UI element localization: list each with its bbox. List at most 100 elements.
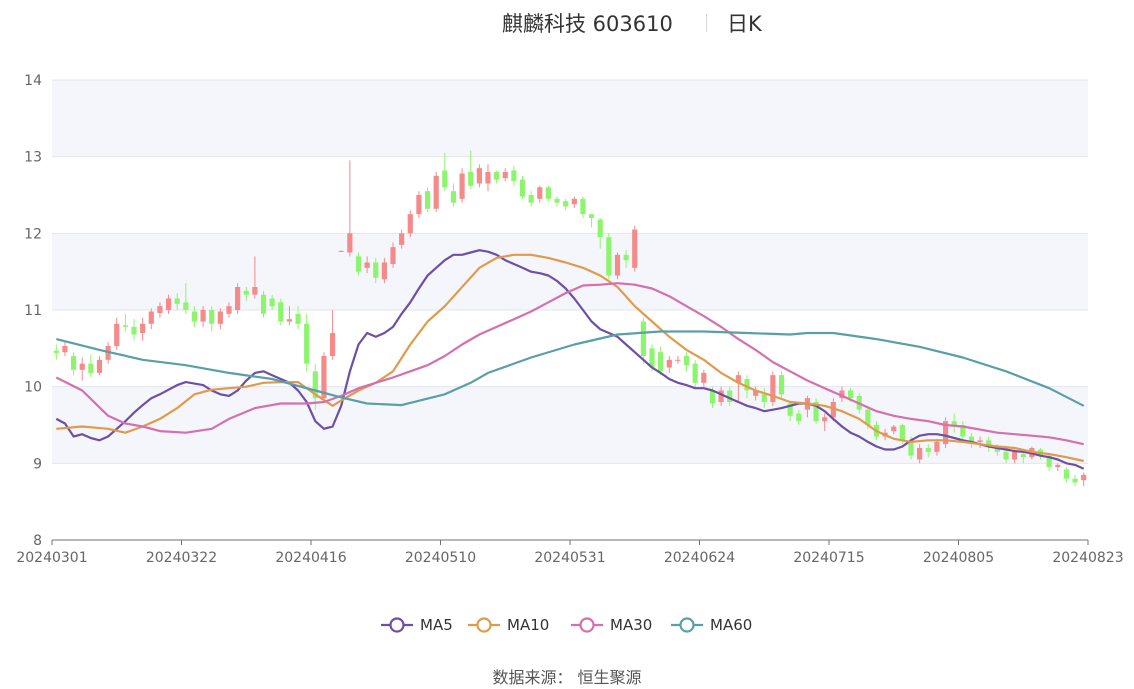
- candle-body: [148, 311, 154, 324]
- candle-body: [381, 262, 387, 280]
- candle-1: [62, 340, 68, 356]
- candle-body: [416, 195, 422, 215]
- candle-body: [934, 441, 940, 452]
- candle-112: [1020, 451, 1026, 464]
- data-source-note: 数据来源： 恒生聚源: [0, 664, 1134, 688]
- candle-body: [312, 371, 318, 399]
- candle-56: [537, 185, 543, 203]
- candle-body: [459, 173, 465, 199]
- candle-body: [701, 372, 707, 383]
- candle-body: [649, 348, 655, 368]
- candle-body: [217, 311, 223, 324]
- candle-64: [606, 233, 612, 280]
- candle-2: [70, 352, 77, 376]
- candle-body: [1055, 464, 1061, 468]
- candle-42: [416, 191, 422, 218]
- candle-body: [183, 302, 189, 310]
- candle-100: [917, 444, 923, 464]
- candle-body: [511, 170, 517, 182]
- candle-72: [675, 356, 681, 364]
- candle-body: [424, 191, 431, 209]
- candle-13: [165, 294, 172, 314]
- candle-body: [554, 198, 560, 203]
- candle-105: [960, 421, 966, 441]
- candle-77: [718, 386, 724, 406]
- candle-106: [968, 432, 975, 448]
- x-tick-label: 20240715: [793, 550, 864, 566]
- candle-63: [597, 218, 603, 249]
- candle-body: [537, 187, 543, 199]
- x-tick-label: 20240510: [405, 550, 476, 566]
- y-tick-label: 10: [24, 380, 42, 396]
- legend-item-ma5[interactable]: MA5: [380, 612, 453, 638]
- candle-body: [502, 172, 508, 179]
- candle-36: [364, 256, 370, 274]
- y-gridlines: [52, 79, 1088, 541]
- candle-9: [131, 319, 137, 341]
- candle-body: [994, 446, 1000, 452]
- candle-body: [286, 319, 293, 322]
- candle-4: [88, 354, 94, 378]
- candle-58: [554, 196, 560, 207]
- legend-swatch-icon: [381, 617, 413, 633]
- candle-88: [813, 398, 819, 424]
- candle-body: [847, 390, 854, 399]
- candle-body: [614, 254, 621, 276]
- candle-body: [131, 326, 137, 335]
- x-tick-label: 20240301: [16, 550, 87, 566]
- candle-body: [692, 363, 698, 383]
- candle-15: [183, 283, 189, 314]
- candle-22: [243, 287, 249, 301]
- source-value: 恒生聚源: [577, 668, 642, 687]
- candle-12: [157, 302, 163, 318]
- candle-39: [390, 242, 396, 268]
- chart-title-bar: 麒麟科技 603610 日K: [0, 0, 1134, 44]
- candle-35: [355, 252, 362, 276]
- candle-31: [321, 352, 327, 402]
- candle-51: [494, 170, 500, 184]
- candle-body: [433, 175, 439, 209]
- candle-17: [200, 306, 206, 327]
- candle-body: [321, 356, 327, 399]
- band-9: [52, 386, 1088, 464]
- candle-7: [114, 317, 120, 350]
- candle-body: [278, 302, 284, 322]
- candle-38: [381, 257, 387, 284]
- candle-body: [865, 409, 871, 425]
- candle-74: [692, 359, 698, 389]
- candle-108: [986, 436, 992, 452]
- candle-body: [744, 379, 750, 391]
- legend-item-ma10[interactable]: MA10: [467, 612, 549, 638]
- candle-body: [494, 172, 500, 180]
- candle-body: [407, 214, 413, 234]
- legend-label: MA10: [507, 616, 550, 634]
- chart-title: 麒麟科技 603610: [502, 12, 673, 36]
- candle-59: [563, 198, 569, 211]
- candle-41: [407, 210, 413, 238]
- candle-71: [666, 356, 672, 373]
- legend-item-ma30[interactable]: MA30: [570, 612, 652, 638]
- candle-body: [770, 375, 776, 402]
- legend-label: MA5: [420, 616, 453, 634]
- candle-body: [925, 448, 931, 452]
- legend-item-ma60[interactable]: MA60: [670, 612, 752, 638]
- y-tick-label: 14: [24, 73, 42, 89]
- candle-23: [252, 256, 258, 299]
- candle-body: [675, 359, 681, 361]
- x-tick-label: 20240416: [275, 550, 346, 566]
- plot-background-bands: [52, 80, 1088, 464]
- candle-body: [580, 198, 586, 215]
- line-ma30: [55, 282, 1084, 446]
- period-label: 日K: [727, 12, 762, 36]
- candle-body: [960, 425, 966, 437]
- candle-24: [260, 290, 267, 318]
- candle-body: [200, 310, 206, 322]
- candle-84: [778, 371, 785, 399]
- line-ma60: [56, 330, 1085, 407]
- candle-body: [235, 287, 241, 310]
- candle-43: [424, 187, 431, 212]
- candle-10: [140, 317, 146, 341]
- candle-body: [252, 287, 258, 295]
- candle-89: [822, 413, 828, 432]
- candle-body: [571, 198, 577, 205]
